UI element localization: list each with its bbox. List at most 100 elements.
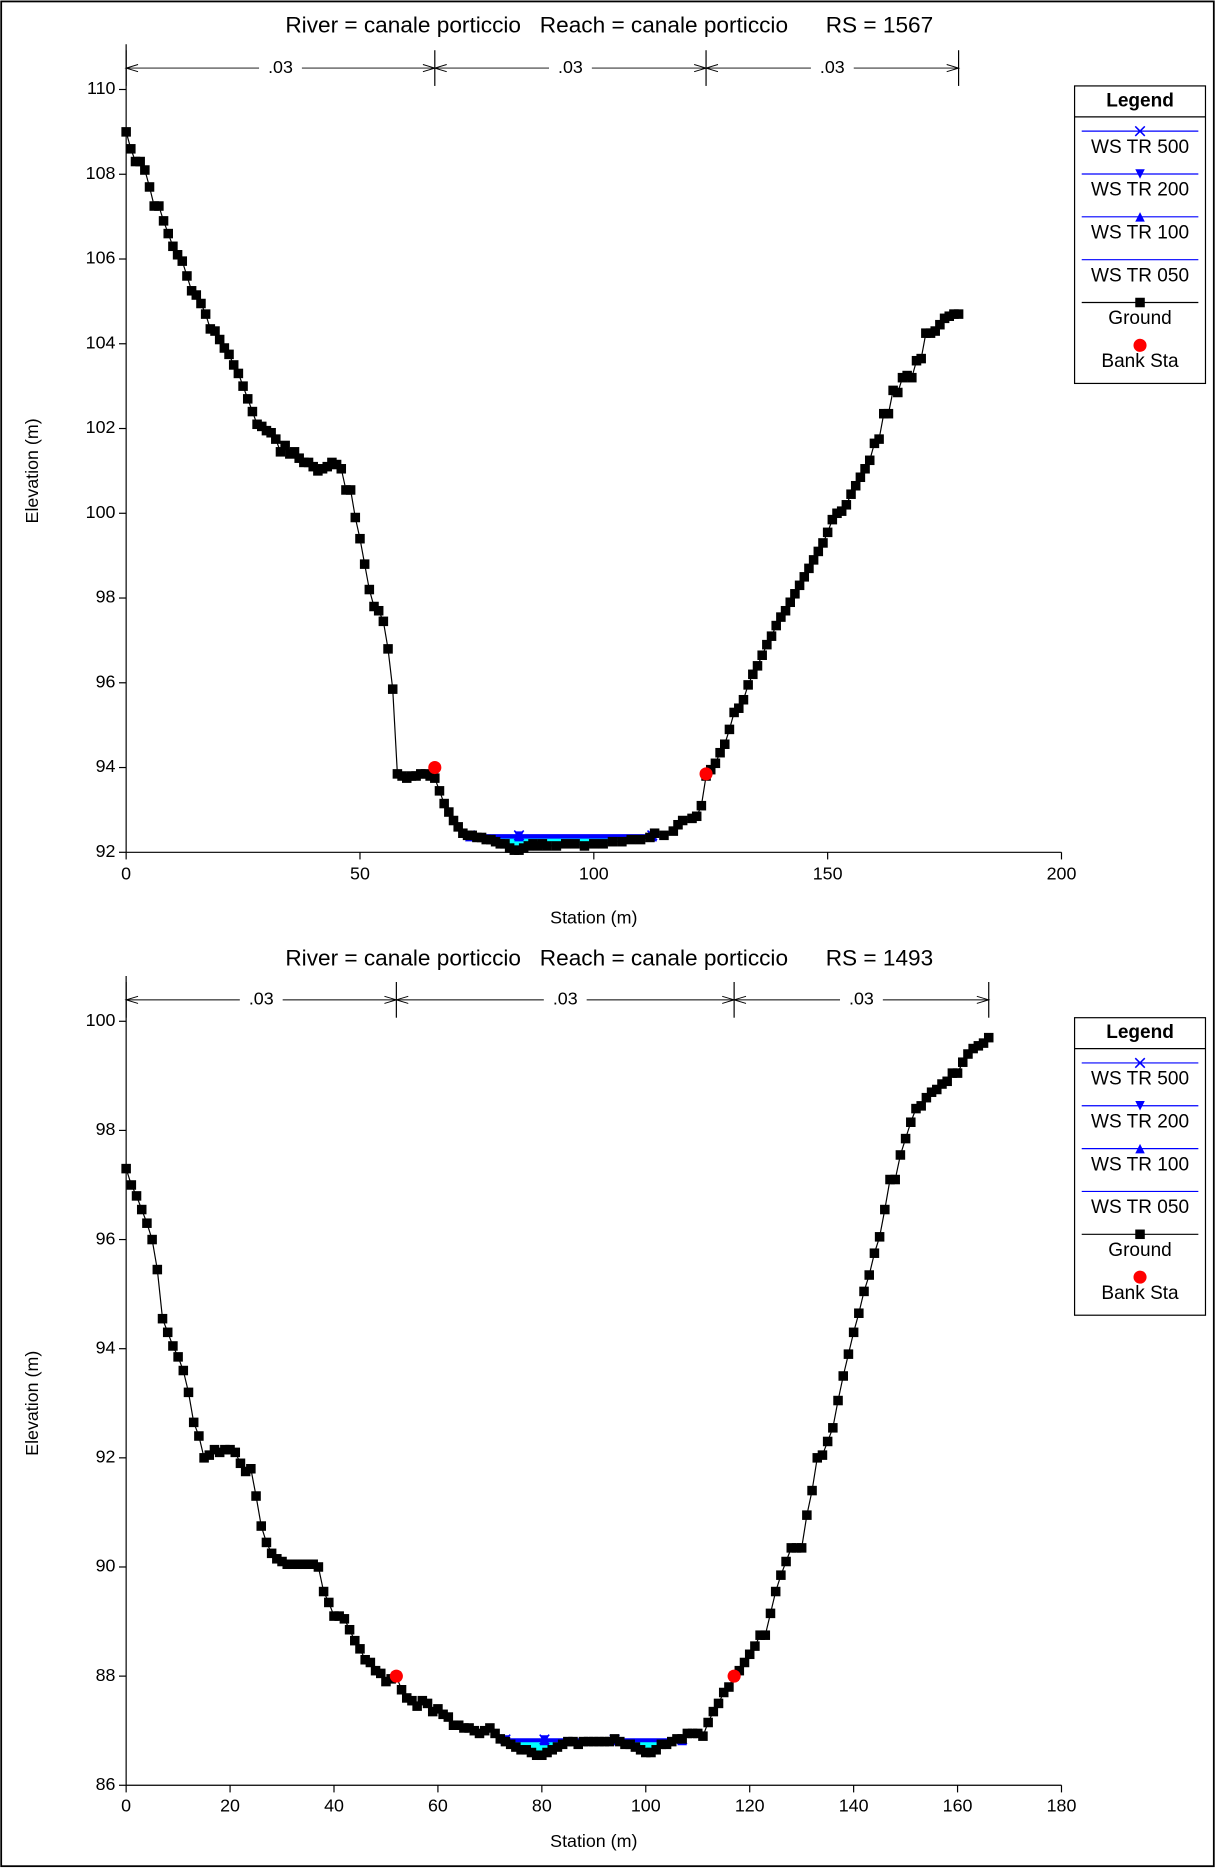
legend-label: WS TR 200 [1091, 1111, 1189, 1132]
marker [790, 589, 800, 599]
marker [963, 1049, 973, 1059]
marker [743, 680, 753, 690]
x-axis-label: Station (m) [550, 1831, 637, 1851]
marker [802, 1510, 812, 1520]
marker [247, 406, 258, 417]
marker [238, 381, 248, 391]
marker [864, 1270, 874, 1280]
marker [560, 839, 571, 849]
x-tick-label: 100 [631, 1795, 661, 1815]
marker [214, 1447, 225, 1458]
marker [895, 1150, 906, 1160]
marker [360, 1654, 370, 1665]
legend-label: WS TR 200 [1091, 180, 1189, 201]
marker [598, 839, 608, 849]
marker [841, 500, 852, 510]
marker [785, 597, 795, 608]
y-tick-label: 110 [87, 78, 116, 98]
marker [298, 1559, 308, 1570]
marker [978, 1038, 989, 1048]
marker [983, 1032, 994, 1043]
marker [272, 1554, 282, 1564]
marker [724, 1682, 734, 1692]
marker [389, 1669, 403, 1683]
marker [401, 1693, 412, 1703]
marker [833, 1395, 843, 1406]
marker [275, 447, 286, 457]
marker [448, 815, 459, 826]
marker [339, 1614, 350, 1624]
marker [140, 165, 150, 175]
marker [230, 1447, 241, 1458]
y-tick-label: 100 [86, 502, 116, 522]
marker [942, 1076, 952, 1087]
marker [381, 1676, 391, 1687]
marker [233, 368, 244, 379]
marker [570, 839, 580, 849]
marker [762, 639, 772, 650]
marker [303, 1559, 313, 1570]
marker [334, 1611, 344, 1621]
marker [126, 144, 136, 154]
n-label-bg [239, 989, 283, 1011]
marker [698, 1731, 708, 1741]
marker [807, 1485, 817, 1496]
marker [817, 1450, 828, 1460]
marker [329, 1611, 339, 1621]
marker [407, 1695, 417, 1706]
marker [859, 1286, 869, 1297]
marker [594, 1736, 604, 1747]
marker [464, 1723, 474, 1733]
marker [968, 1043, 978, 1054]
marker [490, 1728, 500, 1739]
marker [727, 1669, 741, 1683]
marker [765, 1608, 776, 1619]
y-tick-label: 106 [86, 248, 116, 268]
marker [953, 309, 964, 319]
marker [370, 1665, 381, 1676]
marker [364, 584, 375, 595]
marker [699, 767, 713, 781]
y-tick-label: 94 [96, 756, 116, 776]
marker [599, 1736, 609, 1747]
legend-marker [1135, 1229, 1145, 1240]
marker [691, 811, 702, 822]
marker [505, 1739, 516, 1750]
marker [430, 773, 440, 783]
y-tick-label: 96 [96, 672, 116, 692]
marker [350, 1635, 360, 1646]
marker [641, 1747, 651, 1758]
n-label: .03 [558, 57, 583, 77]
arrow-head [732, 995, 991, 1004]
marker [200, 309, 211, 319]
marker [246, 1463, 256, 1474]
marker [292, 1559, 303, 1570]
marker [178, 1365, 189, 1376]
marker [916, 353, 926, 364]
marker [350, 512, 361, 523]
marker [952, 1068, 963, 1078]
legend-marker [1135, 1143, 1145, 1154]
y-tick-label: 90 [96, 1556, 116, 1576]
marker [439, 798, 449, 809]
y-axis-label: Elevation (m) [22, 418, 42, 523]
marker [168, 241, 178, 252]
marker [378, 616, 389, 627]
marker [557, 1739, 568, 1750]
marker [718, 1687, 729, 1698]
marker [860, 464, 870, 474]
marker [893, 387, 903, 398]
marker [748, 669, 758, 680]
legend-label: WS TR 100 [1091, 1154, 1189, 1175]
marker [126, 1180, 137, 1190]
marker [900, 1133, 911, 1144]
marker [318, 1586, 329, 1597]
n-label: .03 [553, 989, 578, 1009]
marker [242, 394, 253, 404]
marker [744, 1649, 755, 1660]
marker [776, 1570, 786, 1580]
marker [828, 1423, 838, 1433]
y-tick-label: 98 [96, 1119, 116, 1139]
marker [850, 480, 861, 491]
marker [885, 1174, 895, 1185]
